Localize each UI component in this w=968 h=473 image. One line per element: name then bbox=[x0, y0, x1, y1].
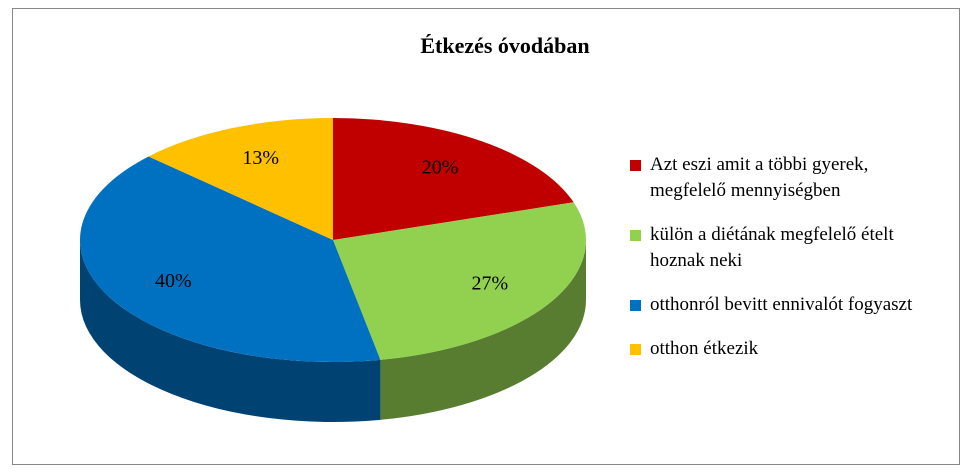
legend-swatch bbox=[630, 160, 641, 171]
slice-side bbox=[80, 240, 381, 422]
data-label: 20% bbox=[422, 157, 459, 179]
legend-label: otthon étkezik bbox=[650, 338, 759, 359]
pie-slice bbox=[333, 118, 574, 240]
pie-slice bbox=[148, 118, 333, 240]
pie-slice bbox=[333, 202, 587, 360]
legend-swatch bbox=[630, 344, 641, 355]
data-label: 27% bbox=[471, 272, 508, 294]
pie-slice bbox=[80, 156, 381, 362]
legend-swatch bbox=[630, 300, 641, 311]
legend-label: külön a diétának megfelelő ételt hoznak … bbox=[650, 224, 894, 271]
data-label: 40% bbox=[155, 270, 192, 292]
legend-entry: otthon étkezik bbox=[630, 336, 930, 362]
legend-entry: külön a diétának megfelelő ételt hoznak … bbox=[630, 222, 930, 274]
slice-side bbox=[380, 240, 586, 420]
data-label: 13% bbox=[242, 147, 279, 169]
legend-entry: Azt eszi amit a többi gyerek, megfelelő … bbox=[630, 152, 930, 204]
legend-entry: otthonról bevitt ennivalót fogyaszt bbox=[630, 292, 930, 318]
chart-title: Étkezés óvodában bbox=[420, 33, 589, 58]
legend-swatch bbox=[630, 230, 641, 241]
legend: Azt eszi amit a többi gyerek, megfelelő … bbox=[630, 152, 930, 380]
legend-label: otthonról bevitt ennivalót fogyaszt bbox=[650, 294, 913, 315]
legend-label: Azt eszi amit a többi gyerek, megfelelő … bbox=[650, 154, 869, 201]
